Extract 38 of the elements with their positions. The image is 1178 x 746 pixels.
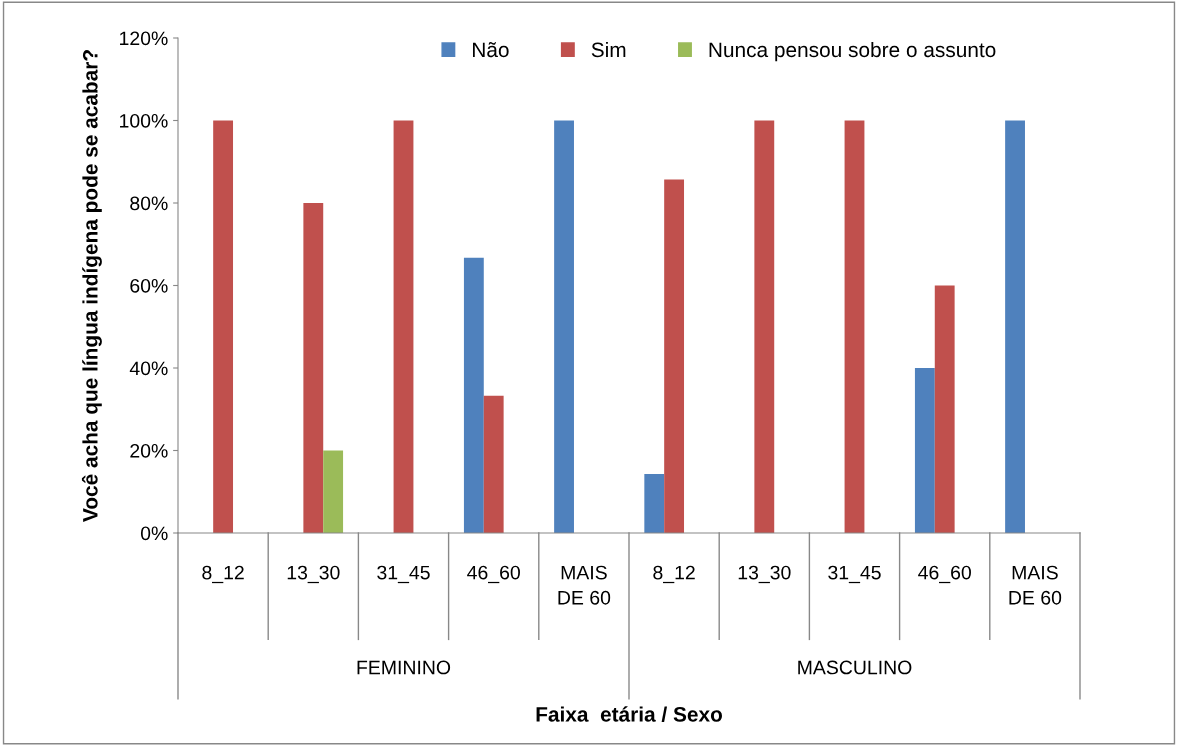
bar (213, 120, 234, 533)
y-tick-label: 0% (140, 526, 168, 541)
bar (393, 120, 414, 533)
bar (303, 203, 324, 533)
x-tick-label: 31_45 (377, 565, 430, 584)
x-tick-label: 46_60 (918, 565, 971, 584)
x-tick-label: 8_12 (202, 565, 244, 584)
bar (554, 120, 574, 533)
y-tick-label: 60% (130, 278, 168, 293)
text: MASCULINO (798, 660, 912, 675)
bar (844, 120, 865, 533)
x-tick-label: MAIS DE 60 (558, 565, 611, 605)
y-tick-label: 100% (120, 113, 168, 128)
x-tick-label: 46_60 (467, 565, 520, 584)
x-tick-label: MAIS DE 60 (1009, 565, 1062, 605)
x-tick-label: 31_45 (828, 565, 881, 584)
bar (934, 285, 955, 533)
y-tick-label: 40% (129, 361, 168, 376)
bar (644, 474, 665, 533)
x-tick-label: 13_30 (287, 565, 340, 584)
bar (914, 368, 935, 533)
x-tick-label: 13_30 (738, 565, 791, 584)
x-axis-title: Faixa etária / Sexo (536, 706, 722, 722)
bar (754, 120, 775, 533)
y-tick-label: 120% (120, 31, 168, 46)
y-tick-label: 20% (130, 443, 168, 458)
y-axis-title: Você acha que língua indígena pode se acabar? (81, 50, 102, 522)
bar (1005, 120, 1025, 533)
x-tick-label: 8_12 (653, 565, 695, 584)
legend-label: Não (473, 42, 509, 58)
legend-label: Sim (591, 41, 626, 58)
text: FEMININO (357, 660, 451, 675)
bar (463, 257, 484, 533)
bar (323, 450, 344, 533)
bar (664, 179, 685, 533)
legend-label: Nunca pensou sobre o assunto (709, 41, 996, 62)
bar (483, 395, 504, 533)
y-tick-label: 80% (130, 196, 168, 211)
